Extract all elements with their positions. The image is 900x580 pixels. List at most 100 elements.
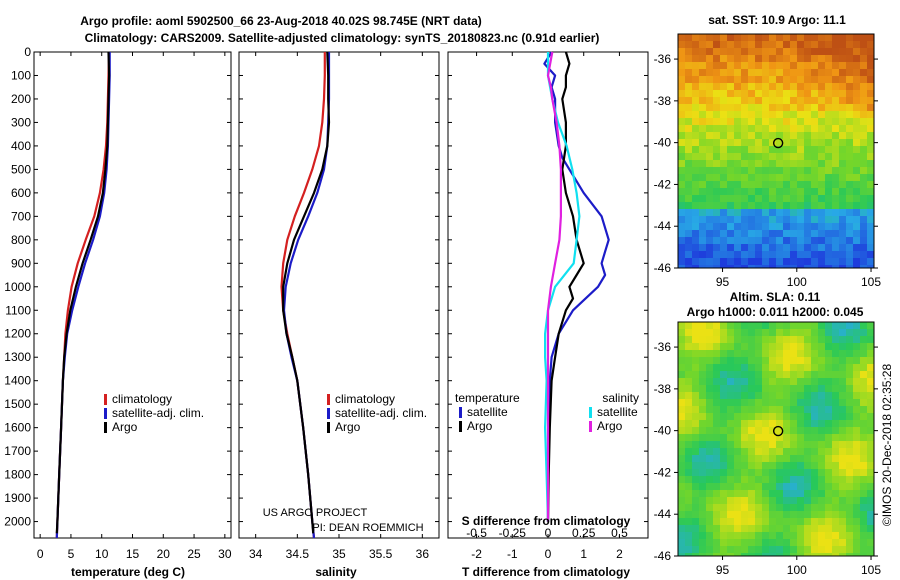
sla-map-cell [769, 476, 777, 484]
sla-map-cell [769, 350, 777, 358]
sla-map-cell [811, 539, 819, 547]
sla-map-cell [706, 392, 714, 400]
sla-map-cell [762, 385, 770, 393]
depth-tick-label: 700 [11, 209, 31, 223]
sst-map-cell [762, 118, 770, 126]
sst-map-cell [860, 181, 868, 189]
sst-map-cell [853, 174, 861, 182]
sla-map-cell [734, 399, 742, 407]
temperature-series-argo [55, 51, 111, 534]
sst-map-cell [860, 97, 868, 105]
sla-map-cell [734, 455, 742, 463]
sla-map-cell [720, 392, 728, 400]
sst-map-cell [762, 41, 770, 49]
depth-tick-label: 900 [11, 256, 31, 270]
sla-map-cell [713, 378, 721, 386]
sst-map-cell [699, 258, 707, 266]
sst-map-cell [720, 62, 728, 70]
sla-map-cell [853, 406, 861, 414]
sst-map-cell [713, 48, 721, 56]
sst-map-cell [804, 90, 812, 98]
sst-map-ytick-label: -42 [654, 177, 672, 191]
sst-map-cell [727, 118, 735, 126]
sla-map-cell [790, 371, 798, 379]
title-line-2: Climatology: CARS2009. Satellite-adjuste… [85, 31, 600, 45]
sst-map-cell [727, 160, 735, 168]
sst-map-cell [748, 118, 756, 126]
sst-map-cell [755, 97, 763, 105]
sst-map-cell [692, 223, 700, 231]
sst-map-cell [762, 244, 770, 252]
sst-map-cell [853, 258, 861, 266]
sst-map-cell [692, 216, 700, 224]
sst-map-cell [720, 146, 728, 154]
sla-map-cell [762, 469, 770, 477]
sst-map-cell [741, 251, 749, 259]
sst-map-cell [748, 48, 756, 56]
sla-map-cell [797, 350, 805, 358]
sla-map-field [678, 322, 874, 556]
sla-map-cell [769, 532, 777, 540]
sla-map-cell [860, 378, 868, 386]
sst-map-cell [825, 125, 833, 133]
sst-map-cell [706, 251, 714, 259]
sla-map-cell [720, 364, 728, 372]
salinity-legend-swatch [327, 408, 330, 419]
sla-map-cell [762, 329, 770, 337]
sst-map-cell [804, 146, 812, 154]
sst-map-cell [825, 146, 833, 154]
sla-map-cell [678, 378, 686, 386]
sla-map-cell [699, 504, 707, 512]
sst-map-cell [860, 139, 868, 147]
sla-map-cell [706, 476, 714, 484]
sst-map-cell [783, 265, 791, 268]
sst-map-cell [685, 202, 693, 210]
sst-map-cell [776, 216, 784, 224]
sst-map-cell [776, 146, 784, 154]
sst-map-cell [867, 48, 874, 56]
sla-map-cell [839, 371, 847, 379]
sla-map-cell [727, 532, 735, 540]
sst-map-cell [783, 230, 791, 238]
sst-map-cell [699, 181, 707, 189]
sst-map-cell [769, 146, 777, 154]
sst-map-cell [734, 181, 742, 189]
sla-map-cell [867, 427, 874, 435]
sst-map-cell [685, 244, 693, 252]
sst-map-cell [860, 76, 868, 84]
sst-map-cell [685, 174, 693, 182]
sst-map-cell [783, 160, 791, 168]
sla-map-cell [734, 392, 742, 400]
sla-map-cell [783, 469, 791, 477]
sla-map-cell [720, 469, 728, 477]
sst-map-cell [783, 34, 791, 42]
sla-map-cell [811, 343, 819, 351]
sla-map-cell [699, 364, 707, 372]
sla-map-cell [713, 420, 721, 428]
sla-map-cell [755, 413, 763, 421]
sla-map-cell [839, 490, 847, 498]
sst-map-cell [832, 97, 840, 105]
sla-map-cell [839, 553, 847, 556]
sla-map-cell [832, 413, 840, 421]
sst-map-cell [678, 69, 686, 77]
sla-map-cell [692, 385, 700, 393]
sla-map-cell [678, 448, 686, 456]
sst-map-cell [678, 34, 686, 42]
sst-map-cell [755, 216, 763, 224]
sla-map-cell [762, 378, 770, 386]
sla-map-cell [825, 469, 833, 477]
sla-map-cell [706, 336, 714, 344]
sst-map-cell [692, 48, 700, 56]
sla-map-cell [853, 357, 861, 365]
sla-map-cell [692, 532, 700, 540]
sla-map-cell [811, 357, 819, 365]
sla-map-cell [748, 504, 756, 512]
sla-map-cell [734, 546, 742, 554]
sst-map-cell [811, 251, 819, 259]
sla-map-cell [818, 490, 826, 498]
sla-map-cell [720, 378, 728, 386]
sla-map-cell [839, 378, 847, 386]
sst-map-cell [811, 83, 819, 91]
sla-map-cell [832, 476, 840, 484]
